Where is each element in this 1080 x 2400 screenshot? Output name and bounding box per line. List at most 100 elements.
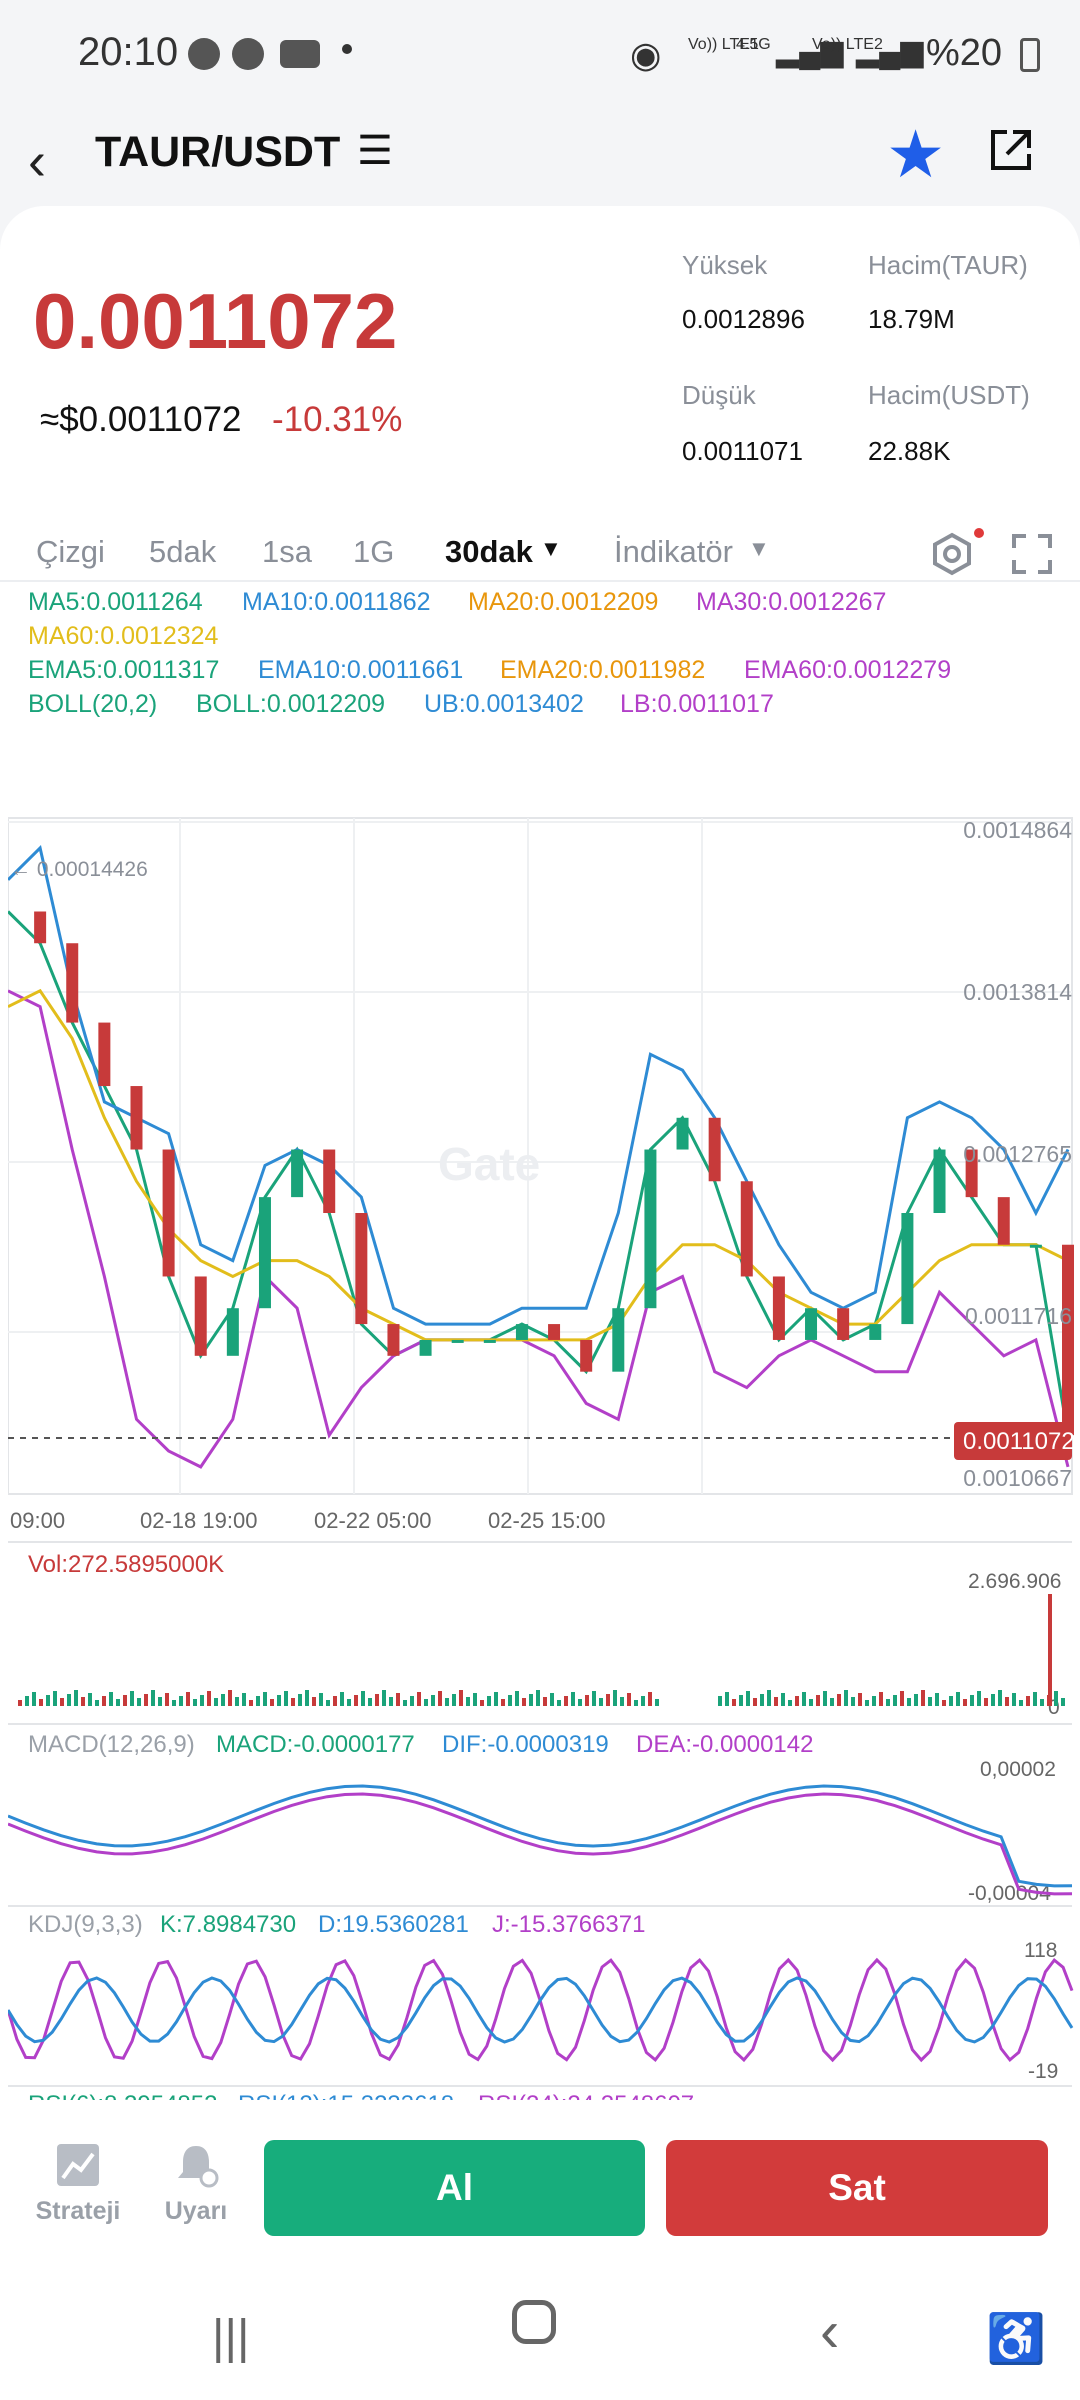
volume-bar	[1005, 1697, 1009, 1706]
volume-bar	[893, 1695, 897, 1706]
kdj-j-line	[8, 1957, 1074, 2063]
candle	[548, 1324, 561, 1340]
system-nav-bar: ||| ‹ ♿	[0, 2270, 1080, 2400]
volume-bar	[795, 1696, 799, 1706]
series-line-ma60	[8, 988, 1069, 1342]
kdj-param-label: KDJ(9,3,3)	[28, 1911, 143, 1938]
bell-icon	[178, 2146, 219, 2188]
volume-taur-label: Hacim(TAUR)	[868, 250, 1028, 280]
high-marker: ← 0.00014426	[10, 858, 148, 881]
home-icon[interactable]	[512, 2300, 556, 2344]
candle	[772, 1276, 785, 1340]
volume-bar	[347, 1699, 351, 1706]
volume-label: Vol:272.5895000K	[28, 1551, 224, 1578]
time-axis-tick: 09:00	[10, 1508, 65, 1533]
star-icon[interactable]: ★	[886, 117, 946, 191]
ma60-label: MA60:0.0012324	[28, 622, 219, 650]
chevron-down-icon: ▼	[540, 536, 562, 561]
ma5-label: MA5:0.0011264	[28, 588, 203, 616]
candle	[708, 1117, 721, 1182]
macd-param-label: MACD(12,26,9)	[28, 1731, 195, 1758]
candle	[901, 1212, 914, 1325]
main-plot-frame	[8, 817, 1073, 1495]
volume-bar	[935, 1693, 939, 1706]
volume-taur-value: 18.79M	[868, 304, 955, 334]
tab-line[interactable]: Çizgi	[36, 534, 105, 569]
buy-button[interactable]: Al	[264, 2140, 645, 2236]
volume-bar	[1040, 1699, 1044, 1706]
price-change: -10.31%	[272, 400, 403, 439]
volume-bar	[144, 1694, 148, 1706]
price-axis: 0.0014864 0.0013814 0.0012765 0.0011716 0.00…	[963, 817, 1072, 1491]
ma20-label: MA20:0.0012209	[468, 588, 659, 616]
volume-bar	[88, 1693, 92, 1706]
kdj-plot	[8, 1957, 1074, 2063]
volume-bar	[179, 1696, 183, 1706]
volume-bar	[459, 1690, 463, 1706]
candle	[869, 1324, 882, 1340]
kdj-j-label: J:-15.3766371	[492, 1911, 645, 1938]
volume-bar	[46, 1695, 50, 1706]
volume-bar	[732, 1699, 736, 1706]
tab-1d[interactable]: 1G	[353, 534, 395, 569]
pair-title[interactable]: TAUR/USDT	[95, 128, 341, 176]
volume-bar	[802, 1692, 806, 1706]
volume-bar	[1012, 1693, 1016, 1706]
alert-label: Uyarı	[164, 2197, 228, 2225]
volume-bar	[326, 1700, 330, 1706]
external-link-icon[interactable]	[987, 126, 1035, 174]
chevron-left-icon[interactable]: ‹	[28, 131, 46, 191]
tab-indicator[interactable]: İndikatör	[614, 534, 733, 569]
volume-bar	[781, 1693, 785, 1706]
volume-bar	[74, 1690, 78, 1706]
volume-bar	[270, 1699, 274, 1706]
kline-chart[interactable]: Gate 0.0014864 0.0013814 0.0012765 0.001171…	[8, 548, 1080, 2228]
volume-bar	[53, 1691, 57, 1706]
strategy-icon	[57, 2144, 99, 2186]
youtube-icon	[280, 40, 320, 68]
volume-bar	[186, 1692, 190, 1706]
tab-5m[interactable]: 5dak	[149, 534, 217, 569]
recent-apps-icon[interactable]: |||	[212, 2311, 250, 2364]
volume-bar	[235, 1697, 239, 1706]
volume-bar	[606, 1694, 610, 1706]
strategy-button[interactable]: Strateji	[28, 2140, 128, 2226]
volume-bar	[515, 1691, 519, 1706]
sell-button[interactable]: Sat	[666, 2140, 1048, 2236]
battery-level: %20	[925, 32, 1002, 74]
time-axis-tick: 02-18 19:00	[140, 1508, 257, 1533]
volume-bar	[914, 1694, 918, 1706]
volume-bar	[998, 1690, 1002, 1706]
volume-bar	[963, 1699, 967, 1706]
candle	[997, 1197, 1010, 1245]
volume-bar	[725, 1692, 729, 1706]
back-icon[interactable]: ‹	[820, 2299, 840, 2364]
fullscreen-icon[interactable]	[1012, 534, 1052, 574]
tab-1h[interactable]: 1sa	[262, 534, 312, 569]
s-app-icon	[232, 38, 264, 70]
volume-bar	[809, 1699, 813, 1706]
candle	[98, 1022, 111, 1087]
volume-bar	[109, 1692, 113, 1706]
volume-bar	[1033, 1692, 1037, 1706]
status-bar: 20:10 ◉ Vo)) LTE1 4.5G ▂▄▆ Vo)) LTE2 ▂▄▆…	[0, 0, 1080, 110]
candle	[965, 1149, 978, 1198]
volume-bar	[81, 1697, 85, 1706]
volume-bar	[214, 1698, 218, 1706]
volume-bar	[298, 1694, 302, 1706]
tab-30m[interactable]: 30dak	[445, 534, 533, 569]
candle	[837, 1308, 850, 1340]
action-bar: Strateji Uyarı Al Sat	[0, 2100, 1080, 2270]
alert-button[interactable]: Uyarı	[146, 2140, 246, 2226]
volume-bar	[977, 1691, 981, 1706]
kdj-axis-bottom: -19	[1028, 2060, 1058, 2083]
divider	[0, 580, 1080, 582]
settings-icon[interactable]	[930, 532, 974, 576]
lte1-indicator: Vo)) LTE1	[688, 36, 759, 53]
macd-axis-top: 0,00002	[980, 1758, 1056, 1781]
volume-bar	[928, 1697, 932, 1706]
volume-bar	[543, 1697, 547, 1706]
kdj-k-line	[8, 1976, 1074, 2044]
accessibility-icon[interactable]: ♿	[986, 2313, 1046, 2366]
pair-menu-icon[interactable]: ☰	[357, 129, 393, 173]
